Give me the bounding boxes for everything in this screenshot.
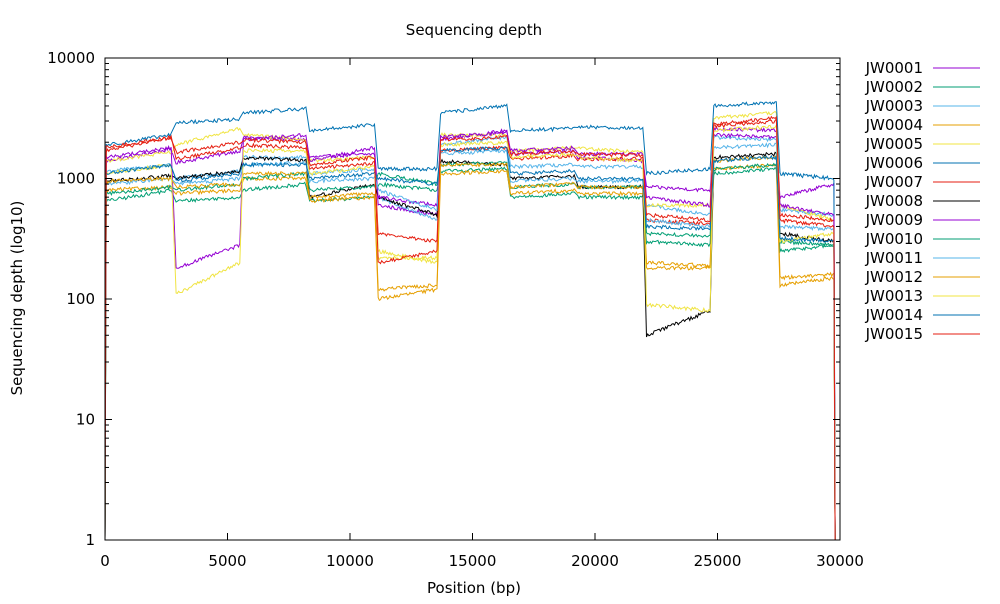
series-line-JW0004 — [104, 163, 836, 541]
series-line-JW0013 — [104, 123, 836, 541]
y-tick-label: 1 — [85, 531, 95, 549]
series-line-JW0006 — [104, 101, 836, 541]
legend-label: JW0007 — [865, 173, 923, 191]
legend-label: JW0010 — [865, 230, 923, 248]
series-line-JW0015 — [104, 118, 836, 541]
legend-label: JW0009 — [865, 211, 923, 229]
legend-label: JW0015 — [865, 325, 923, 343]
legend-label: JW0006 — [865, 154, 923, 172]
axes-layer: 0 5000 10000 15000 20000 25000 30000 1 10 100 1000… — [47, 49, 864, 570]
legend-label: JW0004 — [865, 116, 923, 134]
series-line-JW0012 — [104, 155, 836, 541]
chart-title: Sequencing depth — [406, 21, 542, 39]
legend-label: JW0014 — [865, 306, 923, 324]
y-tick-label: 10000 — [47, 49, 95, 67]
series-line-JW0003 — [104, 134, 836, 541]
legend-label: JW0011 — [865, 249, 923, 267]
series-line-JW0001 — [104, 125, 836, 541]
series-layer — [104, 101, 836, 541]
legend-label: JW0013 — [865, 287, 923, 305]
x-tick-label: 10000 — [326, 552, 374, 570]
legend-label: JW0012 — [865, 268, 923, 286]
series-line-JW0010 — [104, 160, 836, 541]
x-tick-label: 30000 — [816, 552, 864, 570]
series-line-JW0005 — [104, 110, 836, 541]
series-line-JW0002 — [104, 166, 836, 541]
legend: JW0001JW0002JW0003JW0004JW0005JW0006JW00… — [865, 59, 980, 343]
y-tick-label: 100 — [66, 290, 95, 308]
series-line-JW0008 — [104, 151, 836, 541]
legend-label: JW0003 — [865, 97, 923, 115]
y-tick-label: 1000 — [57, 170, 95, 188]
series-line-JW0014 — [104, 146, 836, 541]
x-axis-label: Position (bp) — [427, 579, 521, 597]
legend-label: JW0008 — [865, 192, 923, 210]
legend-label: JW0002 — [865, 78, 923, 96]
legend-label: JW0001 — [865, 59, 923, 77]
x-tick-label: 5000 — [208, 552, 246, 570]
y-axis-label: Sequencing depth (log10) — [8, 201, 26, 396]
x-tick-label: 0 — [100, 552, 110, 570]
y-tick-label: 10 — [76, 411, 95, 429]
x-tick-label: 15000 — [449, 552, 497, 570]
x-tick-label: 20000 — [571, 552, 619, 570]
legend-label: JW0005 — [865, 135, 923, 153]
series-line-JW0007 — [104, 115, 836, 541]
series-line-JW0009 — [104, 130, 836, 541]
series-line-JW0011 — [104, 142, 836, 541]
x-tick-label: 25000 — [694, 552, 742, 570]
